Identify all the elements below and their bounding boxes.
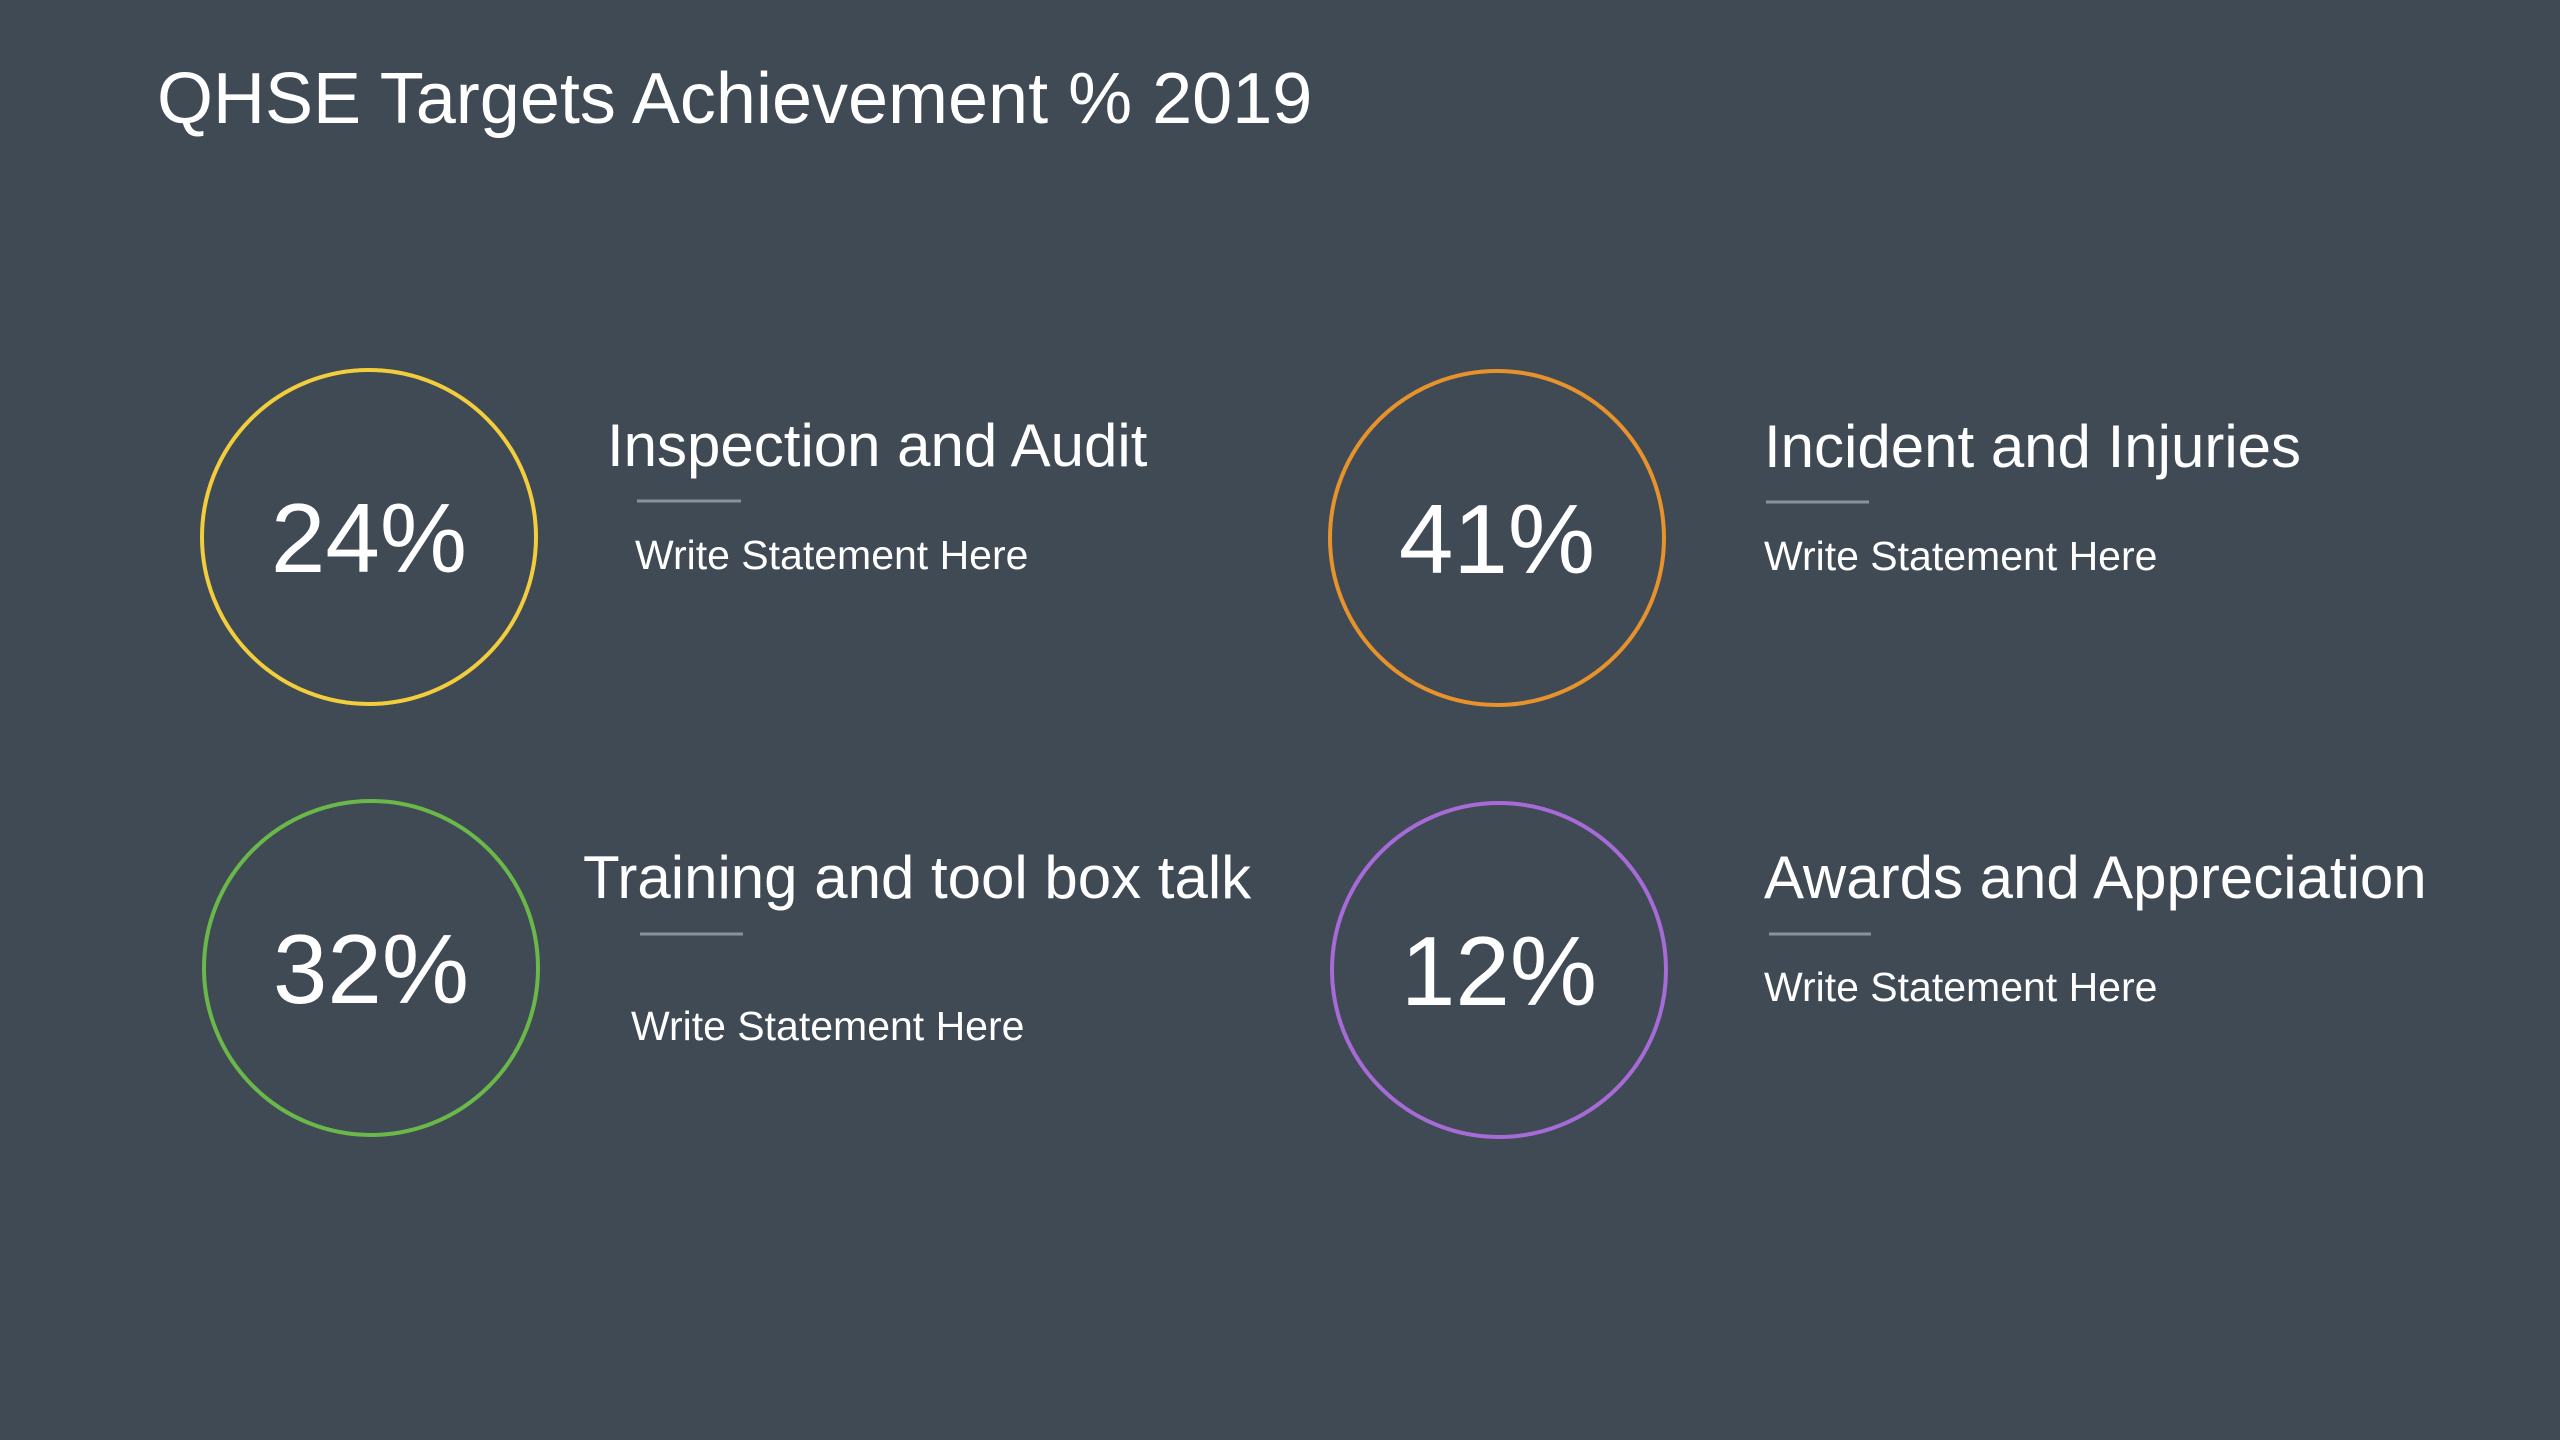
- statement: Write Statement Here: [1764, 964, 2157, 1010]
- ring: [1330, 801, 1668, 1139]
- ring: [1328, 369, 1666, 707]
- percent: 12%: [1401, 916, 1597, 1026]
- title: QHSE Targets Achievement % 2019: [157, 59, 1312, 139]
- percent: 41%: [1399, 484, 1595, 594]
- statement: Write Statement Here: [635, 532, 1028, 578]
- heading: Awards and Appreciation: [1764, 844, 2427, 911]
- heading: Training and tool box talk: [583, 844, 1252, 911]
- ring: [202, 799, 540, 1137]
- statement: Write Statement Here: [1764, 533, 2157, 579]
- statement: Write Statement Here: [631, 1003, 1024, 1049]
- percent: 32%: [273, 914, 469, 1024]
- heading: Inspection and Audit: [607, 412, 1148, 479]
- ring: [200, 368, 538, 706]
- heading: Incident and Injuries: [1764, 413, 2301, 480]
- percent: 24%: [271, 483, 467, 593]
